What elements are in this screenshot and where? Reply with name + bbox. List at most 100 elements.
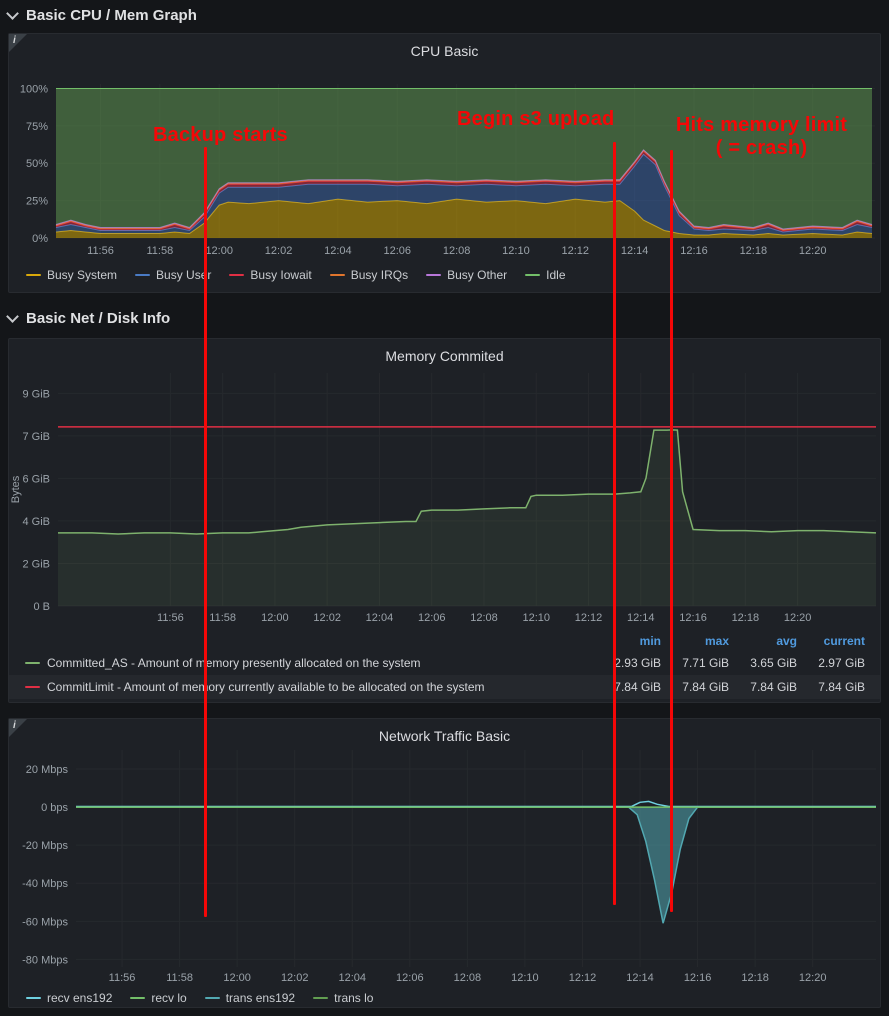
svg-text:12:06: 12:06 (418, 612, 446, 624)
svg-text:11:56: 11:56 (109, 972, 136, 984)
memory-legend-table: min max avg current Committed_AS - Amoun… (9, 631, 880, 699)
svg-text:12:14: 12:14 (621, 245, 649, 257)
value-min: 2.93 GiB (614, 656, 661, 670)
svg-text:9 GiB: 9 GiB (22, 388, 50, 400)
series-dash-icon (329, 274, 345, 276)
legend-label: Busy Other (447, 268, 508, 282)
svg-text:12:08: 12:08 (454, 972, 482, 984)
series-dash-icon (229, 274, 245, 276)
svg-text:-80 Mbps: -80 Mbps (22, 954, 68, 966)
annotation-label: Hits memory limit ( = crash) (664, 114, 859, 160)
svg-text:0%: 0% (32, 233, 48, 245)
panel-title[interactable]: Memory Commited (385, 348, 504, 364)
legend-item[interactable]: recv ens192 (26, 991, 112, 1005)
value-avg: 3.65 GiB (750, 656, 797, 670)
annotation-line (204, 147, 207, 917)
svg-text:25%: 25% (26, 196, 48, 208)
svg-text:12:00: 12:00 (205, 245, 233, 257)
svg-text:12:06: 12:06 (383, 245, 411, 257)
chevron-down-icon (6, 309, 19, 323)
legend-item[interactable]: CommitLimit - Amount of memory currently… (25, 680, 593, 694)
value-max: 7.71 GiB (682, 656, 729, 670)
row-title: Basic CPU / Mem Graph (26, 6, 197, 24)
svg-text:11:58: 11:58 (166, 972, 193, 984)
annotation-line (670, 150, 673, 912)
panel-info-corner[interactable]: i (9, 34, 27, 52)
legend-item[interactable]: Busy System (26, 268, 117, 282)
legend-item[interactable]: recv lo (130, 991, 187, 1005)
value-max: 7.84 GiB (682, 680, 729, 694)
legend-label: recv lo (151, 991, 187, 1005)
series-dash-icon (25, 662, 40, 664)
svg-text:6 GiB: 6 GiB (22, 473, 50, 485)
svg-text:20 Mbps: 20 Mbps (26, 764, 69, 776)
svg-text:50%: 50% (26, 158, 48, 170)
series-dash-icon (26, 997, 41, 999)
svg-text:12:20: 12:20 (799, 245, 827, 257)
annotation-label-line2: ( = crash) (715, 137, 808, 159)
value-current: 7.84 GiB (818, 680, 865, 694)
svg-text:11:58: 11:58 (146, 245, 173, 257)
row-header-net-disk[interactable]: Basic Net / Disk Info (6, 305, 170, 331)
memory-chart[interactable]: 11:56 11:58 12:00 12:02 12:04 12:06 12:08 12:10… (9, 369, 880, 631)
legend-item[interactable]: Busy User (135, 268, 211, 282)
col-header-min[interactable]: min (639, 634, 661, 648)
cpu-legend: Busy System Busy User Busy Iowait Busy I… (26, 268, 872, 282)
svg-text:-20 Mbps: -20 Mbps (22, 840, 68, 852)
series-label: Committed_AS - Amount of memory presentl… (47, 656, 421, 670)
svg-text:100%: 100% (20, 83, 48, 95)
svg-text:12:10: 12:10 (522, 612, 550, 624)
series-dash-icon (525, 274, 541, 276)
legend-item[interactable]: Busy Iowait (229, 268, 312, 282)
svg-text:12:12: 12:12 (562, 245, 590, 257)
legend-label: recv ens192 (47, 991, 113, 1005)
svg-text:12:02: 12:02 (313, 612, 341, 624)
legend-item[interactable]: trans lo (313, 991, 373, 1005)
legend-label: trans ens192 (225, 991, 296, 1005)
legend-label: Busy User (156, 268, 212, 282)
svg-text:-60 Mbps: -60 Mbps (22, 916, 68, 928)
svg-text:12:04: 12:04 (338, 972, 366, 984)
value-min: 7.84 GiB (614, 680, 661, 694)
series-dash-icon (25, 686, 40, 688)
series-dash-icon (426, 274, 442, 276)
annotation-label: Backup starts (153, 124, 288, 146)
series-label: CommitLimit - Amount of memory currently… (47, 680, 485, 694)
legend-item[interactable]: trans ens192 (204, 991, 296, 1005)
table-row: Committed_AS - Amount of memory presentl… (9, 651, 880, 675)
svg-text:2 GiB: 2 GiB (22, 558, 50, 570)
col-header-current[interactable]: current (823, 634, 865, 648)
svg-text:12:00: 12:00 (261, 612, 289, 624)
svg-text:12:20: 12:20 (799, 972, 827, 984)
panel-title[interactable]: Network Traffic Basic (378, 728, 511, 744)
cpu-chart[interactable]: 11:56 11:58 12:00 12:02 12:04 12:06 12:08 12:10… (9, 68, 880, 264)
svg-text:11:58: 11:58 (209, 612, 236, 624)
annotation-line (613, 142, 616, 905)
series-dash-icon (26, 274, 41, 276)
table-row: CommitLimit - Amount of memory currently… (9, 675, 880, 699)
svg-text:12:16: 12:16 (679, 612, 707, 624)
svg-text:12:06: 12:06 (396, 972, 424, 984)
legend-item[interactable]: Idle (525, 268, 566, 282)
col-header-avg[interactable]: avg (776, 634, 797, 648)
svg-text:12:02: 12:02 (265, 245, 293, 257)
legend-item[interactable]: Committed_AS - Amount of memory presentl… (25, 656, 593, 670)
legend-label: Idle (546, 268, 566, 282)
legend-item[interactable]: Busy Other (426, 268, 507, 282)
annotation-label-line1: Hits memory limit (675, 114, 848, 136)
svg-text:0 bps: 0 bps (41, 802, 68, 814)
legend-table-header: min max avg current (9, 631, 880, 651)
legend-item[interactable]: Busy IRQs (329, 268, 408, 282)
svg-text:12:04: 12:04 (324, 245, 352, 257)
panel-info-corner[interactable]: i (9, 719, 27, 737)
svg-text:12:12: 12:12 (569, 972, 597, 984)
network-chart[interactable]: 11:56 11:58 12:00 12:02 12:04 12:06 12:08 12:10… (9, 749, 880, 989)
panel-title[interactable]: CPU Basic (410, 43, 479, 59)
row-header-cpu-mem[interactable]: Basic CPU / Mem Graph (6, 2, 197, 28)
series-dash-icon (130, 997, 146, 999)
svg-text:7 GiB: 7 GiB (22, 431, 50, 443)
svg-text:12:18: 12:18 (732, 612, 760, 624)
col-header-max[interactable]: max (704, 634, 729, 648)
svg-text:12:10: 12:10 (511, 972, 539, 984)
